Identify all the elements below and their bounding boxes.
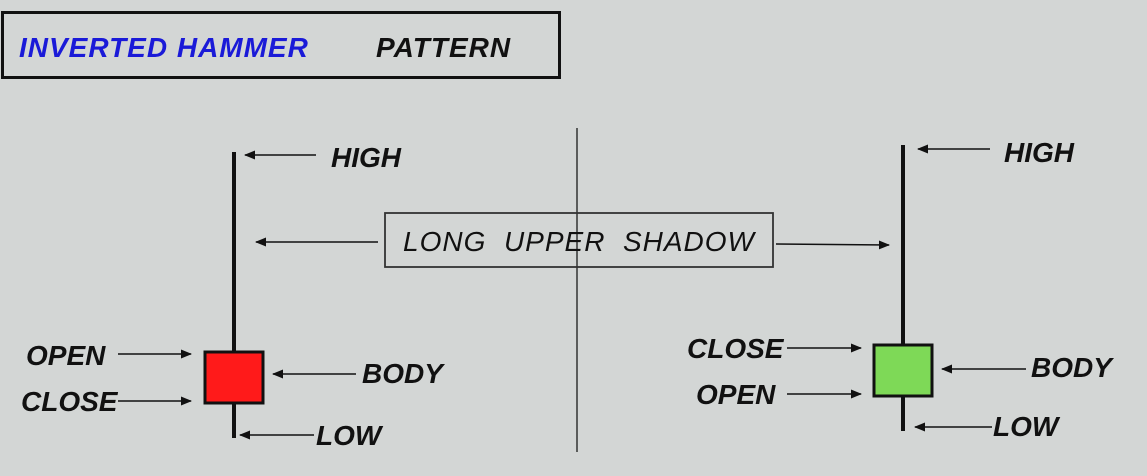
bullish-body-label: BODY [1031, 352, 1114, 383]
bearish-body-label: BODY [362, 358, 445, 389]
title-inverted-hammer: INVERTED HAMMER [19, 32, 309, 63]
long-upper-shadow-label: LONG UPPER SHADOW [403, 226, 757, 257]
bearish-high-label: HIGH [331, 142, 402, 173]
bullish-shadow-arrow [775, 240, 891, 250]
long-upper-shadow-box [384, 212, 774, 268]
bullish-low-label: LOW [993, 411, 1061, 442]
bearish-open-label: OPEN [26, 340, 106, 371]
bullish-high-label: HIGH [1004, 137, 1075, 168]
title-box: INVERTED HAMMER PATTERN [1, 11, 561, 79]
bullish-body [872, 343, 934, 398]
title-pattern: PATTERN [376, 32, 512, 63]
bearish-low-label: LOW [316, 420, 384, 451]
bullish-open-label: OPEN [696, 379, 776, 410]
bearish-close-label: CLOSE [21, 386, 119, 417]
bullish-close-label: CLOSE [687, 333, 785, 364]
bearish-body [203, 350, 265, 405]
